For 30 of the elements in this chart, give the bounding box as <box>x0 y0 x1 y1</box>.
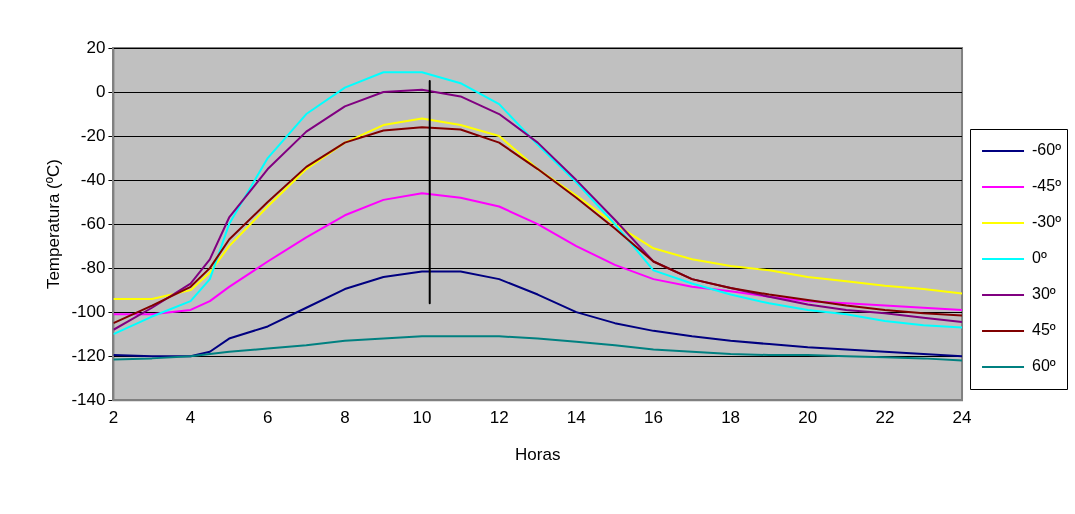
x-tick-label: 20 <box>798 408 818 428</box>
y-tick-label: 0 <box>95 81 106 101</box>
y-tick-label: -80 <box>80 257 106 277</box>
y-tick-label: -100 <box>71 301 106 321</box>
x-tick-label: 24 <box>952 408 972 428</box>
y-tick-label: 20 <box>86 37 106 57</box>
x-tick-label: 6 <box>262 408 273 428</box>
legend-label: 60º <box>1032 357 1056 375</box>
legend-label: 45º <box>1032 321 1056 339</box>
legend-label: -45º <box>1032 177 1062 195</box>
x-tick-label: 8 <box>340 408 350 428</box>
x-axis-title: Horas <box>515 445 561 465</box>
x-tick-label: 22 <box>875 408 895 428</box>
legend-label: 0º <box>1032 249 1047 267</box>
y-tick-label: -60 <box>80 213 106 233</box>
legend-label: -30º <box>1032 213 1062 231</box>
legend-label: 30º <box>1032 285 1056 303</box>
x-tick-label: 14 <box>566 408 586 428</box>
x-tick-label: 12 <box>489 408 509 428</box>
y-tick-label: -120 <box>71 345 106 365</box>
legend-label: -60º <box>1032 141 1062 159</box>
x-tick-label: 10 <box>412 408 432 428</box>
x-tick-label: 4 <box>185 408 196 428</box>
y-axis-title: Temperatura (ºC) <box>43 159 63 290</box>
x-tick-label: 16 <box>643 408 663 428</box>
y-tick-label: -140 <box>71 389 106 409</box>
x-tick-label: 18 <box>721 408 741 428</box>
y-tick-label: -40 <box>80 169 106 189</box>
x-tick-label: 2 <box>108 408 119 428</box>
y-tick-label: -20 <box>80 125 106 145</box>
